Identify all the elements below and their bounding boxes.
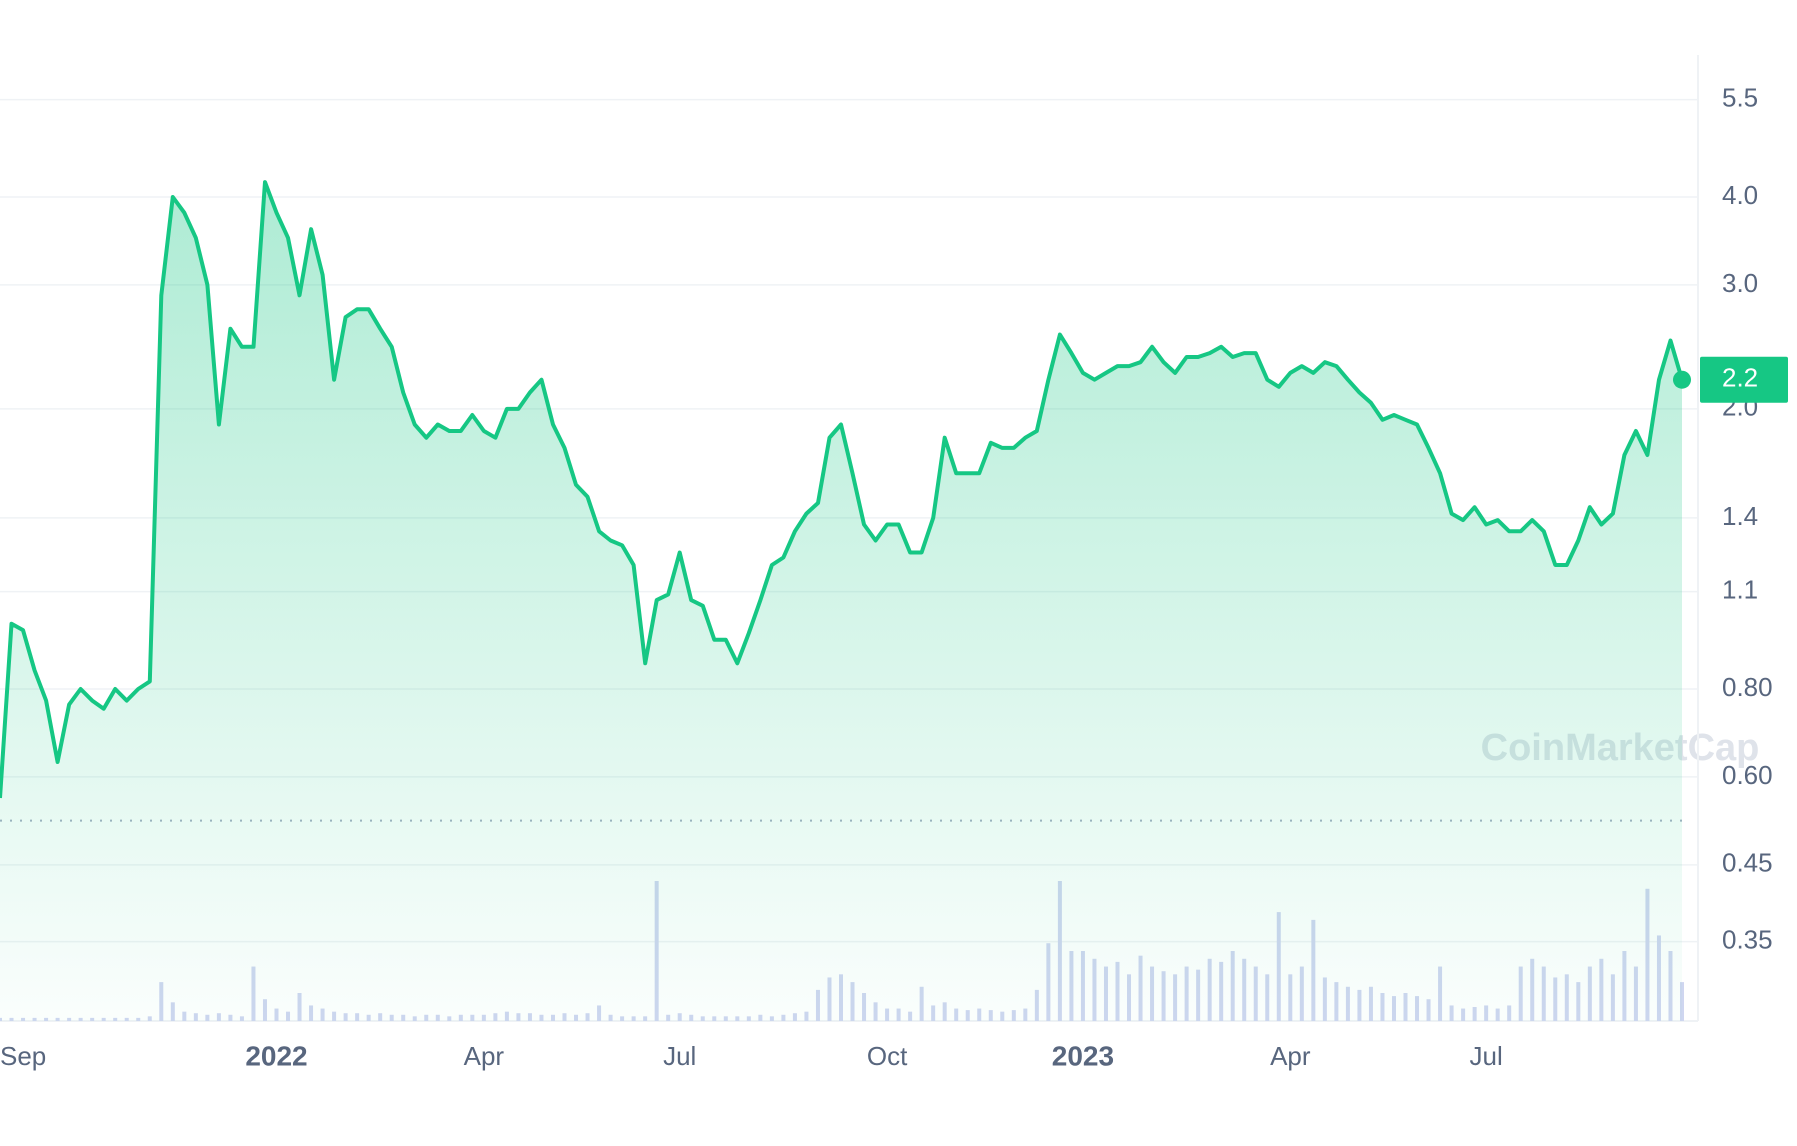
- y-tick-label: 0.80: [1722, 672, 1773, 702]
- x-tick-label: Apr: [464, 1041, 505, 1071]
- y-tick-label: 0.45: [1722, 848, 1773, 878]
- price-tag-label: 2.2: [1722, 363, 1758, 393]
- x-tick-label: Jul: [1470, 1041, 1503, 1071]
- x-tick-label: Apr: [1270, 1041, 1311, 1071]
- x-tick-label: 2023: [1052, 1040, 1114, 1071]
- last-point: [1673, 370, 1691, 389]
- price-line: [0, 180, 1684, 799]
- x-tick-label: Jul: [663, 1041, 696, 1071]
- x-tick-label: 2022: [245, 1040, 307, 1071]
- y-tick-label: 0.60: [1722, 760, 1773, 790]
- y-tick-label: 4.0: [1722, 180, 1758, 210]
- y-tick-label: 3.0: [1722, 268, 1758, 298]
- y-tick-label: 1.1: [1722, 574, 1758, 604]
- y-tick-label: 1.4: [1722, 501, 1758, 531]
- x-tick-label: Oct: [867, 1041, 908, 1071]
- area: [0, 182, 1682, 1022]
- x-tick-label: Sep: [0, 1041, 46, 1071]
- y-tick-label: 0.35: [1722, 925, 1773, 955]
- y-tick-label: 5.5: [1722, 82, 1758, 112]
- price-tag: [1700, 356, 1788, 403]
